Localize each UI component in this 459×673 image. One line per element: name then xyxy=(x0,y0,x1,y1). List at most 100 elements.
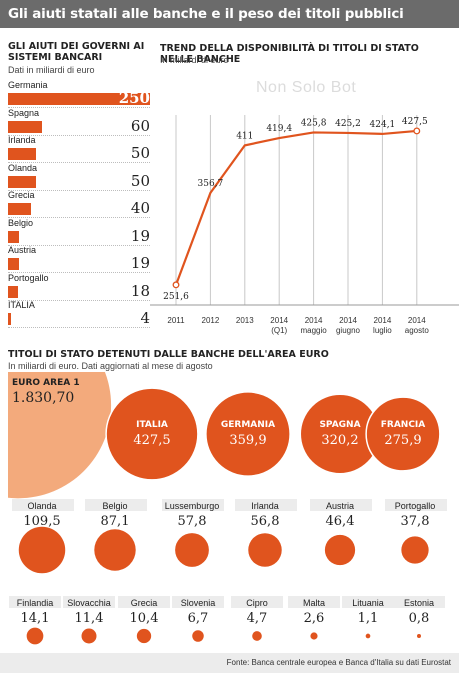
bubble-country xyxy=(401,536,429,564)
bar-mark xyxy=(8,313,11,325)
bubble-chart-title: TITOLI DI STATO DETENUTI DALLE BANCHE DE… xyxy=(8,349,329,360)
bubble-country-name: Olanda xyxy=(27,501,57,511)
bar-chart-subtitle: Dati in miliardi di euro xyxy=(8,65,95,75)
country-header-bg xyxy=(9,596,61,608)
bubble-chart-subtitle: In miliardi di euro. Dati aggiornati al … xyxy=(8,361,213,371)
bar-mark xyxy=(8,258,19,270)
bubble-country-name: Cipro xyxy=(246,598,268,608)
x-tick-label: 2014 xyxy=(339,316,357,325)
line-value-label: 419,4 xyxy=(266,124,292,134)
line-value-label: 424,1 xyxy=(370,120,396,130)
bubble-country-name: Austria xyxy=(325,501,354,511)
bar-value-label: 19 xyxy=(130,254,150,272)
x-tick-label: (Q1) xyxy=(271,326,287,335)
bubble-country-name: Lituania xyxy=(352,598,384,608)
country-header-bg xyxy=(342,596,394,608)
country-header-bg xyxy=(288,596,340,608)
country-header-bg xyxy=(385,499,447,511)
bubble-country-value: 320,2 xyxy=(321,433,359,448)
line-chart-title: TREND DELLA DISPONIBILITÀ DI TITOLI DI S… xyxy=(160,43,419,65)
x-tick-label: maggio xyxy=(300,326,327,335)
bubble-country-value: 11,4 xyxy=(74,611,104,626)
bubble-country-value: 1,1 xyxy=(357,611,379,626)
x-tick-label: 2014 xyxy=(305,316,323,325)
country-header-bg xyxy=(235,499,297,511)
bubble-euro-area-name: EURO AREA 1 xyxy=(12,378,80,388)
bubble-country xyxy=(192,630,204,642)
bubble-country-name: ITALIA xyxy=(136,420,168,430)
bar-value-label: 4 xyxy=(140,309,150,327)
bubble-country-name: Finlandia xyxy=(16,598,54,608)
country-header-bg xyxy=(310,499,372,511)
bubble-country xyxy=(18,526,66,574)
bar-value-label: 19 xyxy=(130,226,150,245)
bar-category-label: Austria xyxy=(8,245,37,255)
bubble-country xyxy=(205,391,291,477)
line-chart: 251,6 356,7 411 419,4 425,8 425,2 424,1 427,5 20… xyxy=(150,115,459,335)
bar-value-label: 40 xyxy=(130,199,150,217)
line-series xyxy=(174,129,417,286)
country-header-bg xyxy=(162,499,224,511)
bar-separator xyxy=(8,244,150,246)
bubble-country-name: Irlanda xyxy=(251,501,279,511)
country-header-bg xyxy=(12,499,74,511)
bubble-euro-area-value: 1.830,70 xyxy=(12,390,75,406)
x-tick-label: 2014 xyxy=(408,316,426,325)
bubble-country-name: Belgio xyxy=(102,501,128,511)
bar-separator xyxy=(8,107,150,108)
x-tick-label: 2013 xyxy=(236,316,254,325)
bubble-country-value: 37,8 xyxy=(400,514,430,529)
bubble-country xyxy=(365,396,441,472)
x-tick-label: luglio xyxy=(373,326,392,335)
bar-separator xyxy=(8,299,150,301)
bar-separator xyxy=(8,272,150,273)
bubble-country-name: Lussemburgo xyxy=(164,501,220,511)
bubble-country-value: 56,8 xyxy=(250,514,280,529)
bubble-country-value: 275,9 xyxy=(384,433,422,448)
bubble-country-value: 46,4 xyxy=(325,514,355,529)
bubble-country-value: 2,6 xyxy=(303,611,325,626)
bar-mark xyxy=(8,175,37,188)
bar-category-label: Germania xyxy=(8,80,48,90)
bar-category-label: ITALIA xyxy=(8,300,35,310)
bar-category-label: Grecia xyxy=(8,190,35,200)
bubble-country xyxy=(417,634,421,638)
bubble-country xyxy=(310,632,318,640)
bubble-country-name: Grecia xyxy=(130,598,158,608)
bubble-country xyxy=(94,529,136,571)
page-title: Gli aiuti statali alle banche e il peso … xyxy=(8,6,404,22)
bar-mark xyxy=(8,203,31,215)
bubble-country-value: 57,8 xyxy=(177,514,207,529)
bubble-country xyxy=(324,534,356,566)
header-bar: Gli aiuti statali alle banche e il peso … xyxy=(0,0,459,28)
bubble-country-value: 6,7 xyxy=(187,611,209,626)
line-value-label: 427,5 xyxy=(402,117,428,127)
bubble-country xyxy=(105,387,199,481)
x-tick-label: 2011 xyxy=(167,316,185,325)
bubble-country-name: Malta xyxy=(302,598,325,608)
x-tick-label: 2012 xyxy=(202,316,220,325)
bubble-country xyxy=(365,633,371,639)
bar-value-label: 18 xyxy=(130,281,150,300)
bubble-country-value: 109,5 xyxy=(23,514,61,529)
bar-value-label: 250 xyxy=(118,89,150,107)
x-tick-label: giugno xyxy=(336,326,361,335)
country-header-bg xyxy=(118,596,170,608)
bubble-country xyxy=(175,533,209,567)
bubble-country-value: 10,4 xyxy=(129,611,159,626)
bar-category-label: Belgio xyxy=(8,217,34,228)
bar-separator xyxy=(8,327,150,328)
bubble-country-name: GERMANIA xyxy=(220,420,276,430)
bar-value-label: 60 xyxy=(130,116,150,135)
bar-mark xyxy=(8,148,37,160)
bubble-country-value: 359,9 xyxy=(229,433,267,448)
line-value-label: 356,7 xyxy=(198,179,224,189)
line-value-label: 411 xyxy=(236,131,253,141)
x-tick-label: 2014 xyxy=(270,316,288,325)
footer-bar: Fonte: Banca centrale europea e Banca d'… xyxy=(0,653,459,673)
bar-mark xyxy=(8,285,19,298)
bubble-country xyxy=(81,628,97,644)
x-tick-label: agosto xyxy=(405,326,430,335)
bubble-country-name: Slovacchia xyxy=(67,598,111,608)
bubble-country-value: 14,1 xyxy=(20,611,50,626)
